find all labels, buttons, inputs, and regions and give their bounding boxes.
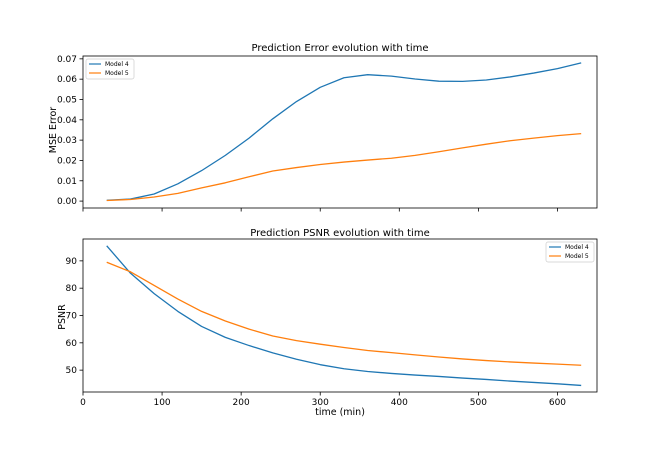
x-tick-label: 400 [391,398,408,408]
y-tick-label: 90 [66,257,78,267]
psnr-chart: Prediction PSNR evolution with time PSNR… [57,228,598,418]
x-axis-label: time (min) [315,407,365,418]
x-tick-label: 0 [80,398,86,408]
y-axis-label: MSE Error [48,107,59,153]
series-line-model-5 [106,261,582,366]
legend: Model 4 Model 5 [85,58,135,80]
axis-ticks: 0 100 200 300 400 500 600 50 60 70 80 90 [66,257,567,408]
series-lines [106,62,582,202]
mse-chart: Prediction Error evolution with time MSE… [48,43,598,212]
y-tick-label: 0.05 [57,95,77,105]
x-tick-label: 200 [233,398,250,408]
x-tick-label: 600 [549,398,566,408]
x-tick-label: 500 [470,398,487,408]
y-tick-label: 0.04 [57,116,77,126]
legend-label-model-4: Model 4 [105,61,129,68]
series-line-model-4 [106,245,582,387]
y-tick-label: 0.01 [57,177,77,187]
y-tick-label: 0.07 [57,55,77,65]
series-line-model-5 [106,132,582,202]
chart-title: Prediction Error evolution with time [251,43,428,54]
axis-ticks: 0.00 0.01 0.02 0.03 0.04 0.05 0.06 0.07 [57,55,558,212]
series-lines [106,245,582,387]
legend-label-model-5: Model 5 [565,253,589,260]
plot-frame [82,55,598,209]
y-tick-label: 80 [66,284,78,294]
y-tick-label: 0.00 [57,197,77,207]
y-tick-label: 0.06 [57,75,77,85]
y-tick-label: 60 [66,339,78,349]
x-tick-label: 300 [312,398,329,408]
x-tick-label: 100 [153,398,170,408]
legend: Model 4 Model 5 [545,241,595,263]
plot-frame [82,238,598,393]
legend-label-model-5: Model 5 [105,70,129,77]
chart-title: Prediction PSNR evolution with time [250,228,429,239]
y-axis-label: PSNR [57,304,68,330]
y-tick-label: 0.02 [57,156,77,166]
legend-label-model-4: Model 4 [565,244,589,251]
y-tick-label: 70 [66,312,78,322]
y-tick-label: 50 [66,366,78,376]
y-tick-label: 0.03 [57,136,77,146]
series-line-model-4 [106,62,582,201]
